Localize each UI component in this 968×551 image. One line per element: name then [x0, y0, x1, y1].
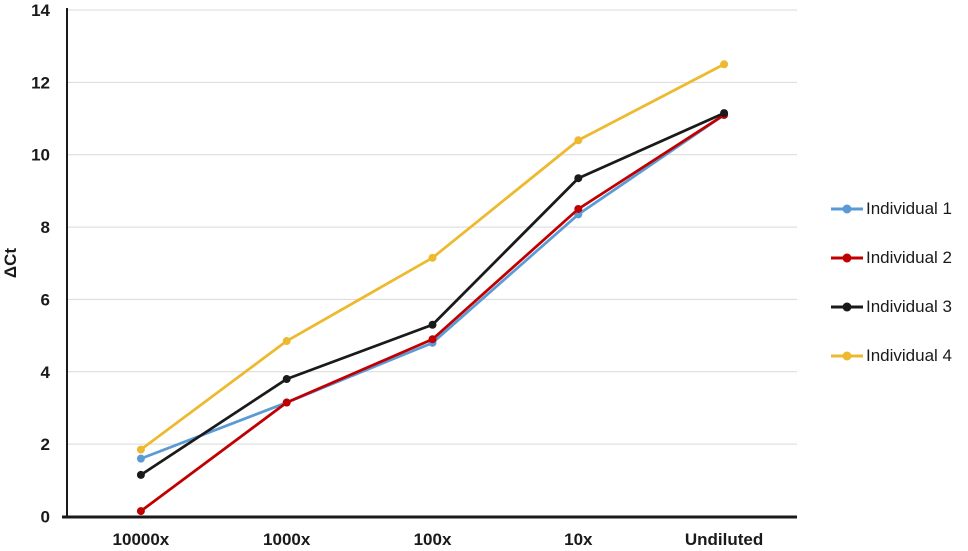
x-tick-label: 1000x: [263, 530, 311, 549]
data-point-individual-2: [282, 398, 291, 407]
legend-marker-dot: [842, 351, 852, 361]
y-tick-label: 2: [41, 435, 50, 454]
data-point-individual-4: [428, 253, 437, 262]
y-tick-label: 0: [41, 508, 50, 527]
data-point-individual-4: [136, 445, 145, 454]
data-point-individual-3: [428, 320, 437, 329]
legend-marker-individual-4: [831, 351, 863, 361]
y-axis-title: ΔCt: [1, 248, 20, 278]
legend-marker-dot: [842, 253, 852, 263]
legend-marker-dot: [842, 302, 852, 312]
series-line-individual-1: [139, 113, 726, 460]
legend-marker-individual-3: [831, 302, 863, 312]
legend-item-individual-3: Individual 3: [830, 294, 952, 320]
legend-marker-dot: [842, 204, 852, 214]
data-point-individual-2: [574, 204, 583, 213]
data-point-individual-3: [574, 174, 583, 183]
x-tick-label: 10000x: [113, 530, 170, 549]
legend-label: Individual 3: [866, 297, 953, 316]
series-line-individual-3: [139, 111, 726, 477]
legend-item-individual-4: Individual 4: [830, 343, 952, 369]
legend-marker-individual-1: [831, 204, 863, 214]
y-tick-label: 10: [31, 146, 50, 165]
data-point-individual-4: [282, 337, 291, 346]
data-point-individual-2: [136, 507, 145, 516]
x-axis-tick-labels: 10000x 1000x 100x 10x Undiluted: [113, 530, 764, 549]
series-lines: [136, 60, 729, 516]
y-tick-label: 14: [31, 1, 50, 20]
data-point-individual-1: [136, 454, 145, 463]
x-tick-label: Undiluted: [685, 530, 763, 549]
legend-item-individual-2: Individual 2: [830, 245, 952, 271]
x-tick-label: 100x: [414, 530, 452, 549]
data-point-individual-2: [428, 335, 437, 344]
data-point-individual-3: [136, 470, 145, 479]
data-point-individual-4: [574, 136, 583, 145]
legend-label: Individual 1: [866, 199, 953, 218]
y-tick-label: 4: [41, 363, 51, 382]
legend-label: Individual 2: [866, 248, 953, 267]
legend: Individual 1 Individual 2 Individual 3 Indi…: [830, 196, 952, 369]
axes: [62, 8, 797, 519]
y-tick-label: 12: [31, 73, 50, 92]
x-tick-label: 10x: [564, 530, 593, 549]
y-axis-tick-labels: 0 2 4 6 8 10 12 14: [31, 1, 50, 527]
legend-label: Individual 4: [866, 346, 953, 365]
data-point-individual-3: [282, 375, 291, 384]
data-point-individual-4: [720, 60, 729, 69]
legend-item-individual-1: Individual 1: [830, 196, 952, 222]
y-tick-label: 8: [41, 218, 50, 237]
legend-marker-individual-2: [831, 253, 863, 263]
y-tick-label: 6: [41, 290, 50, 309]
gridlines: [68, 9, 797, 445]
data-point-individual-3: [720, 109, 729, 118]
